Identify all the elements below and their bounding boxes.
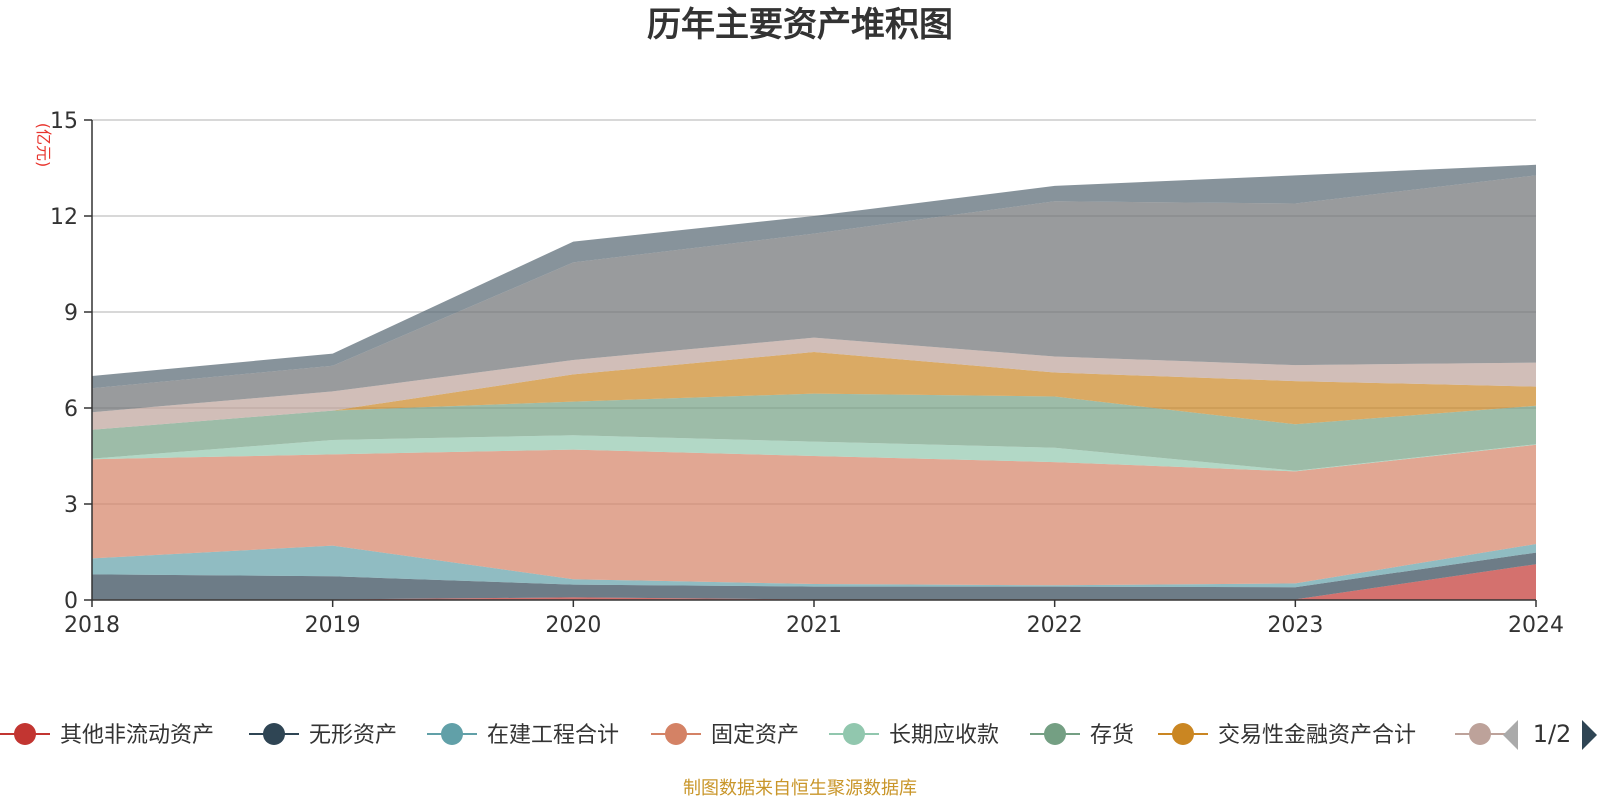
x-tick-label: 2023 — [1267, 613, 1323, 638]
y-tick-label: 15 — [50, 109, 78, 134]
area-series-9 — [92, 164, 1536, 389]
legend-label: 其他非流动资产 — [60, 723, 214, 748]
legend-next-icon[interactable] — [1582, 720, 1597, 750]
legend-label: 存货 — [1090, 723, 1134, 748]
x-tick-label: 2022 — [1027, 613, 1083, 638]
y-tick-label: 3 — [64, 493, 78, 518]
area-series-0 — [92, 564, 1536, 600]
area-series-4 — [92, 435, 1536, 472]
legend-page-indicator: 1/2 — [1533, 720, 1572, 748]
y-axis-label: (亿元) — [34, 123, 53, 168]
legend-marker — [1172, 723, 1194, 745]
legend-item[interactable]: 长期应收款 — [829, 723, 999, 748]
y-tick-label: 12 — [50, 205, 78, 230]
legend-item[interactable] — [1455, 723, 1505, 745]
x-tick-label: 2018 — [64, 613, 120, 638]
area-series-2 — [92, 544, 1536, 588]
area-series-1 — [92, 552, 1536, 600]
stacked-areas — [92, 164, 1536, 600]
legend-label: 在建工程合计 — [487, 723, 619, 748]
legend: 其他非流动资产 无形资产 在建工程合计 固定资产 长期应收款 存货 交易性金融资产合计 — [0, 723, 1505, 748]
area-series-8 — [92, 175, 1536, 413]
area-series-3 — [92, 444, 1536, 586]
legend-item[interactable]: 其他非流动资产 — [0, 723, 214, 748]
x-tick-label: 2020 — [545, 613, 601, 638]
legend-marker — [14, 723, 36, 745]
legend-item[interactable]: 在建工程合计 — [427, 723, 619, 748]
area-series-6 — [92, 352, 1536, 430]
x-tick-labels: 2018 2019 2020 2021 2022 2023 2024 — [64, 613, 1564, 638]
legend-pager: 1/2 — [1503, 720, 1597, 750]
y-tick-label: 6 — [64, 397, 78, 422]
x-tick-label: 2024 — [1508, 613, 1564, 638]
legend-item[interactable]: 无形资产 — [249, 723, 397, 748]
legend-label: 长期应收款 — [889, 723, 999, 748]
x-tick-label: 2021 — [786, 613, 842, 638]
legend-item[interactable]: 存货 — [1030, 723, 1134, 748]
chart-title: 历年主要资产堆积图 — [647, 5, 953, 45]
legend-marker — [441, 723, 463, 745]
y-tick-labels: 0 3 6 9 12 15 — [50, 109, 78, 614]
y-tick-label: 9 — [64, 301, 78, 326]
y-tick-label: 0 — [64, 589, 78, 614]
legend-prev-icon[interactable] — [1503, 720, 1518, 750]
legend-marker — [665, 723, 687, 745]
legend-item[interactable]: 交易性金融资产合计 — [1158, 723, 1416, 748]
axes — [84, 119, 1537, 607]
area-series-5 — [92, 393, 1536, 471]
legend-label: 无形资产 — [309, 723, 397, 748]
legend-marker — [843, 723, 865, 745]
legend-marker — [1469, 723, 1491, 745]
source-note: 制图数据来自恒生聚源数据库 — [683, 778, 917, 799]
legend-item[interactable]: 固定资产 — [651, 723, 799, 748]
legend-label: 交易性金融资产合计 — [1218, 723, 1416, 748]
legend-marker — [263, 723, 285, 745]
legend-label: 固定资产 — [711, 723, 799, 748]
legend-marker — [1044, 723, 1066, 745]
x-tick-label: 2019 — [305, 613, 361, 638]
